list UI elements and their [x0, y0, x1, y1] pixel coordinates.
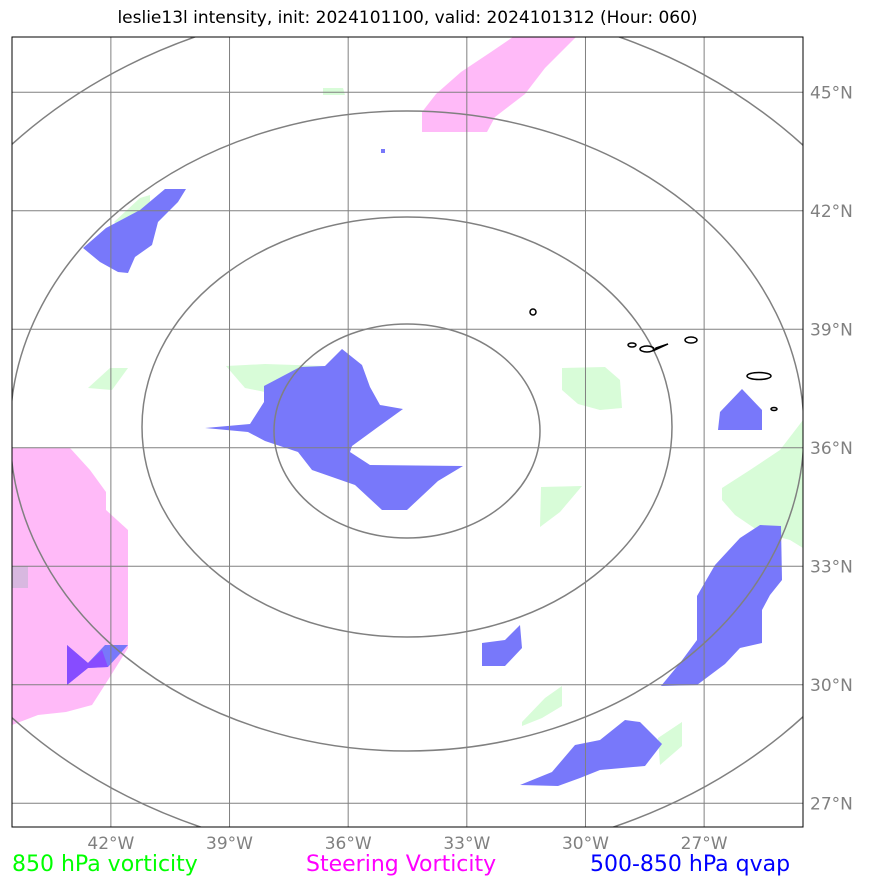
- vorticity-850-area: [88, 368, 128, 390]
- vorticity-850-area: [658, 722, 682, 765]
- legend-qvap: 500-850 hPa qvap: [590, 852, 791, 877]
- steering-vorticity-area-north: [422, 37, 576, 132]
- vorticity-850-area: [323, 88, 345, 95]
- island-outline: [770, 406, 778, 412]
- qvap-area: [83, 189, 186, 273]
- vorticity-850-area: [722, 420, 803, 548]
- latitude-tick-label: 27°N: [810, 794, 853, 814]
- longitude-tick-label: 36°W: [325, 834, 372, 854]
- vorticity-850-layer: [88, 88, 803, 765]
- longitude-tick-label: 42°W: [87, 834, 134, 854]
- range-ring-inner: [273, 323, 541, 539]
- longitude-tick-label: 39°W: [206, 834, 253, 854]
- coastlines: [529, 308, 778, 412]
- latitude-tick-label: 42°N: [810, 202, 853, 222]
- latitude-tick-label: 36°N: [810, 439, 853, 459]
- legend-steering-vorticity: Steering Vorticity: [306, 852, 497, 877]
- island-outline: [627, 342, 637, 348]
- qvap-area: [718, 389, 762, 430]
- vorticity-850-area: [562, 367, 622, 410]
- range-ring-second: [141, 216, 673, 638]
- qvap-area: [661, 525, 782, 686]
- qvap-area: [205, 349, 463, 510]
- longitude-tick-labels: 42°W 39°W 36°W 33°W 30°W 27°W: [87, 834, 727, 854]
- latitude-tick-label: 33°N: [810, 557, 853, 577]
- island-outline: [639, 345, 655, 353]
- longitude-tick-label: 33°W: [443, 834, 490, 854]
- latitude-tick-label: 45°N: [810, 83, 853, 103]
- qvap-layer: [67, 149, 782, 786]
- latitude-tick-label: 39°N: [810, 320, 853, 340]
- legend-850-hpa-vorticity: 850 hPa vorticity: [12, 852, 198, 877]
- island-outline: [529, 308, 537, 316]
- plot-frame: [11, 36, 804, 828]
- longitude-tick-label: 27°W: [681, 834, 728, 854]
- vorticity-850-area: [522, 686, 562, 726]
- island-outline: [684, 336, 698, 344]
- vorticity-850-area: [540, 486, 582, 527]
- qvap-steering-overlap: [67, 645, 108, 685]
- lat-lon-grid: [12, 37, 803, 827]
- island-outline: [746, 371, 772, 381]
- qvap-dot: [381, 149, 385, 153]
- longitude-tick-label: 30°W: [562, 834, 609, 854]
- map-title: leslie13l intensity, init: 2024101100, v…: [117, 8, 698, 28]
- range-ring-third: [12, 110, 803, 752]
- steering-vorticity-patch: [12, 566, 28, 588]
- qvap-area: [482, 625, 522, 666]
- island-outline: [653, 343, 669, 352]
- qvap-area: [520, 720, 662, 786]
- latitude-tick-label: 30°N: [810, 676, 853, 696]
- latitude-tick-labels: 27°N 30°N 33°N 36°N 39°N 42°N 45°N: [810, 83, 853, 814]
- range-rings: [12, 37, 803, 827]
